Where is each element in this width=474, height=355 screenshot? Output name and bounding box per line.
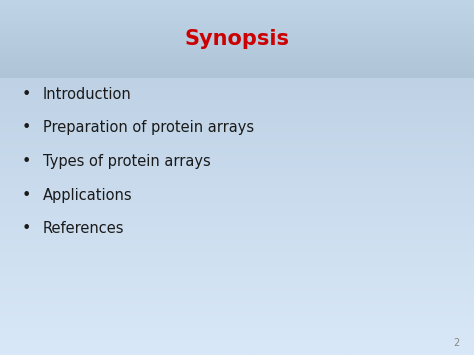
Text: •: • [21, 87, 31, 102]
Text: Synopsis: Synopsis [184, 29, 290, 49]
Text: 2: 2 [454, 338, 460, 348]
Text: Applications: Applications [43, 188, 132, 203]
Text: •: • [21, 188, 31, 203]
Text: Introduction: Introduction [43, 87, 131, 102]
Text: •: • [21, 120, 31, 135]
Text: Types of protein arrays: Types of protein arrays [43, 154, 210, 169]
Text: References: References [43, 222, 124, 236]
Text: Preparation of protein arrays: Preparation of protein arrays [43, 120, 254, 135]
Text: •: • [21, 154, 31, 169]
Text: •: • [21, 222, 31, 236]
